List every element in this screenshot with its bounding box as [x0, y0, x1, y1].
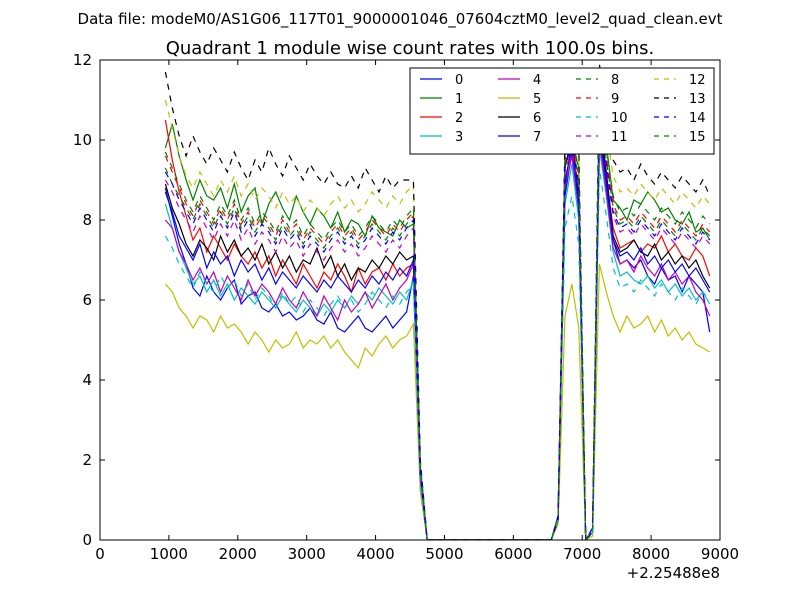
series-line-7 — [164, 127, 711, 540]
legend-label-3: 3 — [455, 130, 463, 145]
y-tick-label: 6 — [82, 291, 92, 309]
x-tick-label: 6000 — [494, 545, 532, 563]
series-line-5 — [164, 263, 711, 540]
legend-label-7: 7 — [533, 130, 541, 145]
series-line-12 — [164, 75, 711, 540]
legend-label-1: 1 — [455, 92, 463, 107]
x-tick-label: 7000 — [563, 545, 601, 563]
series-line-1 — [164, 95, 711, 540]
x-tick-label: 0 — [95, 545, 105, 563]
series-line-2 — [164, 119, 711, 540]
y-tick-label: 0 — [82, 531, 92, 549]
y-tick-label: 2 — [82, 451, 92, 469]
legend-label-11: 11 — [611, 130, 628, 145]
legend-label-12: 12 — [689, 73, 706, 88]
x-tick-label: 5000 — [425, 545, 463, 563]
series-line-11 — [164, 111, 711, 540]
legend-label-9: 9 — [611, 92, 619, 107]
legend-label-15: 15 — [689, 130, 706, 145]
series-line-0 — [164, 131, 711, 540]
x-offset-label: +2.25488e8 — [627, 564, 720, 582]
x-tick-label: 1000 — [150, 545, 188, 563]
x-tick-label: 8000 — [632, 545, 670, 563]
x-tick-label: 4000 — [356, 545, 394, 563]
legend-label-10: 10 — [611, 111, 628, 126]
series-line-3 — [164, 147, 711, 540]
legend-label-6: 6 — [533, 111, 541, 126]
legend-label-5: 5 — [533, 92, 541, 107]
series-line-15 — [164, 91, 711, 540]
series-line-8 — [164, 103, 711, 540]
legend-label-2: 2 — [455, 111, 463, 126]
chart-title: Quadrant 1 module wise count rates with … — [166, 38, 655, 59]
legend-label-4: 4 — [533, 73, 541, 88]
x-tick-label: 3000 — [288, 545, 326, 563]
legend-label-13: 13 — [689, 92, 706, 107]
y-tick-label: 10 — [73, 131, 92, 149]
series-line-4 — [164, 139, 711, 540]
y-tick-label: 12 — [73, 51, 92, 69]
series-line-14 — [164, 107, 711, 540]
x-tick-label: 2000 — [219, 545, 257, 563]
figure-suptitle: Data file: modeM0/AS1G06_117T01_90000010… — [78, 10, 723, 29]
series-line-10 — [164, 167, 711, 540]
series-line-9 — [164, 99, 711, 540]
y-tick-label: 8 — [82, 211, 92, 229]
legend-label-8: 8 — [611, 73, 619, 88]
x-tick-label: 9000 — [701, 545, 739, 563]
legend-label-0: 0 — [455, 73, 463, 88]
legend-label-14: 14 — [689, 111, 706, 126]
y-tick-label: 4 — [82, 371, 92, 389]
series-line-6 — [164, 115, 711, 540]
legend-frame — [409, 67, 715, 155]
